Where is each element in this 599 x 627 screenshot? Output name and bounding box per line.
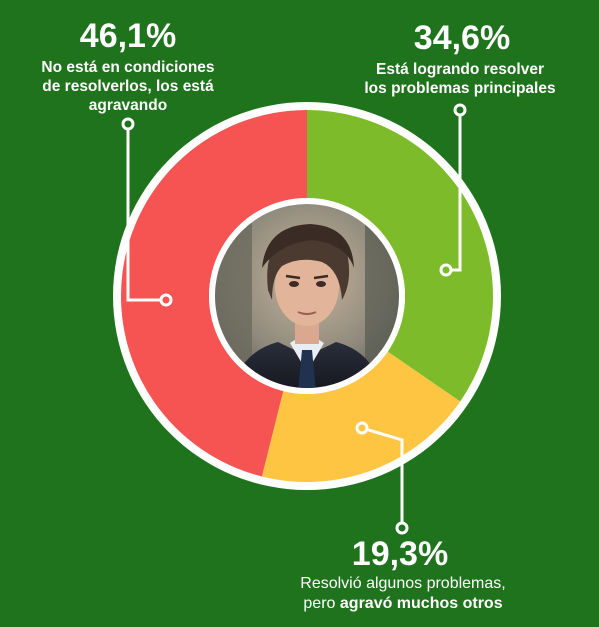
leader-line-yellow — [361, 426, 404, 528]
segments — [121, 109, 494, 482]
segment-red — [121, 109, 307, 477]
leader-dot-yellow-bottom — [395, 521, 409, 535]
category-label-red-line-1: No está en condiciones — [41, 59, 215, 76]
category-label-yellow: Resolvió algunos problemas, pero agravó … — [268, 574, 538, 614]
category-label-red-line-3: agravando — [88, 97, 168, 114]
leader-dot-green-top — [453, 103, 467, 117]
leader-dot-red-top — [121, 117, 135, 131]
category-label-green-line-2: los problemas principales — [364, 80, 556, 97]
segment-yellow — [261, 351, 461, 482]
category-label-green: Está logrando resolver los problemas pri… — [340, 60, 580, 98]
category-label-red: No está en condiciones de resolverlos, l… — [18, 58, 238, 115]
leader-dot-red-end — [159, 293, 173, 307]
value-label-yellow: 19,3% — [351, 535, 449, 573]
leader-dot-green-end — [439, 263, 453, 277]
category-label-yellow-line-2a: pero — [303, 595, 336, 612]
leaders — [121, 103, 467, 535]
leader-line-red — [126, 124, 166, 302]
category-label-yellow-line-2b: agravó muchos otros — [339, 595, 503, 612]
category-label-green-line-1: Está logrando resolver — [376, 61, 544, 78]
value-label-green: 34,6% — [413, 19, 511, 57]
value-label-red: 46,1% — [79, 17, 177, 55]
leader-dot-yellow-end — [355, 421, 369, 435]
segment-green — [307, 110, 494, 402]
category-label-red-line-2: de resolverlos, los está — [42, 78, 214, 95]
category-label-yellow-line-1: Resolvió algunos problemas, — [300, 575, 506, 592]
